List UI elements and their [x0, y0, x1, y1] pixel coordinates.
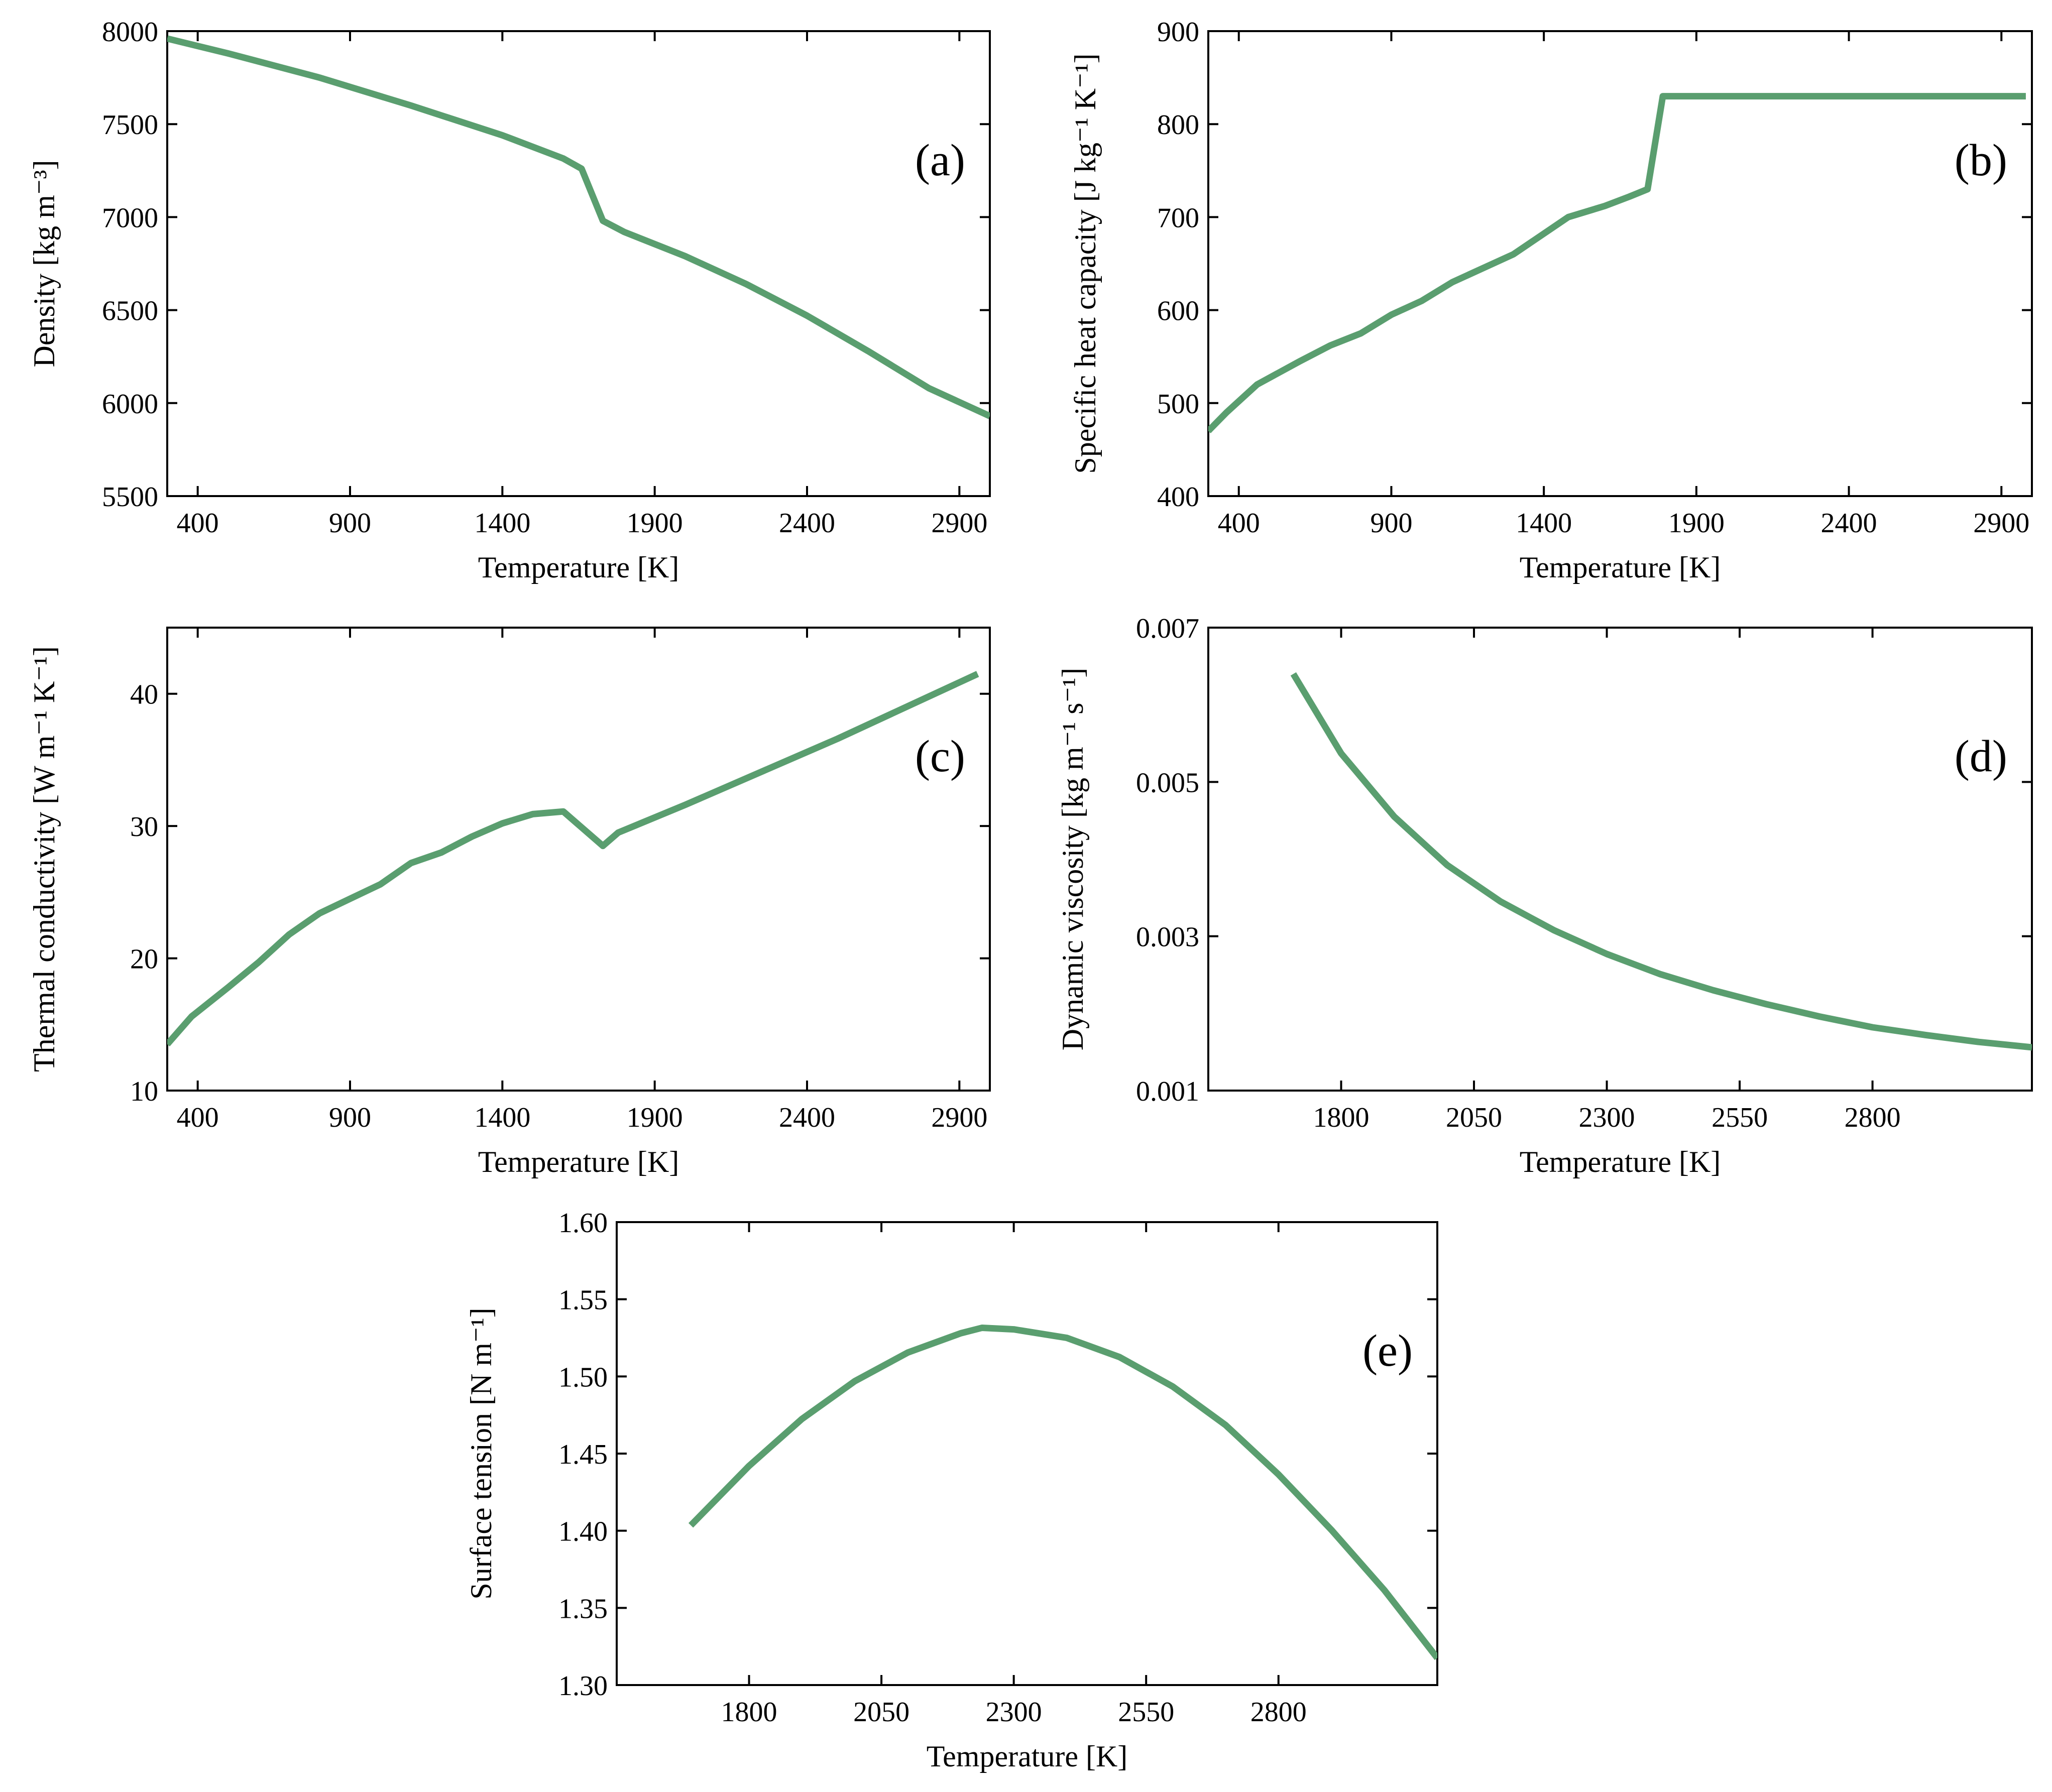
- x-tick-label: 1400: [1516, 508, 1572, 539]
- y-tick-label: 1.30: [558, 1670, 608, 1702]
- x-tick-label: 2900: [931, 508, 987, 539]
- y-tick-label: 0.001: [1136, 1076, 1199, 1107]
- panel-label: (b): [1955, 136, 2007, 185]
- y-tick-label: 7500: [102, 109, 158, 141]
- y-tick-label: 10: [130, 1076, 158, 1107]
- x-tick-label: 2400: [779, 1102, 835, 1133]
- panel-e: 1800 2050 2300 2550 2800 1.30 1.35 1.40 1.45 1.50…: [465, 1208, 1438, 1773]
- x-tick-label: 2900: [931, 1102, 987, 1133]
- series-line-a: [167, 35, 990, 419]
- panel-b: 400 900 1400 1900 2400 2900 400 500 600 700 800 900…: [1069, 17, 2033, 584]
- y-tick-label: 700: [1157, 202, 1199, 233]
- x-tick-label: 400: [177, 1102, 219, 1133]
- x-tick-label: 1400: [474, 508, 530, 539]
- panel-label: (a): [915, 136, 965, 185]
- x-tick-label: 2050: [1446, 1102, 1502, 1133]
- y-tick-label: 6500: [102, 296, 158, 327]
- x-tick-label: 2900: [1973, 508, 2029, 539]
- series-line-e: [688, 1325, 1437, 1660]
- panel-label: (d): [1955, 732, 2007, 781]
- y-tick-label: 40: [130, 679, 158, 710]
- x-tick-label: 2050: [853, 1697, 909, 1728]
- x-tick-label: 2300: [986, 1697, 1042, 1728]
- x-tick-label: 900: [329, 1102, 371, 1133]
- series-line-c: [167, 671, 979, 1047]
- x-tick-label: 400: [177, 508, 219, 539]
- x-tick-label: 1400: [474, 1102, 530, 1133]
- x-tick-label: 2800: [1845, 1102, 1901, 1133]
- x-tick-label: 2550: [1712, 1102, 1768, 1133]
- x-tick-label: 2800: [1250, 1697, 1307, 1728]
- plot-frame: [1207, 30, 2033, 497]
- y-tick-label: 1.45: [558, 1439, 608, 1470]
- y-tick-label: 5500: [102, 482, 158, 513]
- x-axis-label: Temperature [K]: [927, 1740, 1128, 1773]
- y-axis-label: Surface tension [N m⁻¹]: [465, 1307, 498, 1599]
- y-tick-label: 6000: [102, 389, 158, 420]
- x-tick-label: 900: [1370, 508, 1412, 539]
- y-tick-label: 900: [1157, 17, 1199, 48]
- series-line-b: [1208, 93, 2026, 433]
- x-tick-label: 1900: [1668, 508, 1725, 539]
- y-tick-label: 1.55: [558, 1285, 608, 1316]
- x-tick-label: 1800: [721, 1697, 777, 1728]
- panel-a: 400 900 1400 1900 2400 2900 5500 6000 6500 7000 75…: [28, 17, 991, 584]
- panel-label: (e): [1362, 1326, 1413, 1376]
- x-tick-label: 2400: [779, 508, 835, 539]
- y-tick-label: 500: [1157, 389, 1199, 420]
- y-axis-label: Specific heat capacity [J kg⁻¹ K⁻¹]: [1069, 53, 1102, 473]
- x-tick-label: 900: [329, 508, 371, 539]
- y-tick-label: 400: [1157, 482, 1199, 513]
- x-tick-label: 1900: [627, 1102, 683, 1133]
- y-tick-label: 20: [130, 944, 158, 975]
- y-tick-label: 1.35: [558, 1593, 608, 1624]
- x-tick-label: 2400: [1821, 508, 1877, 539]
- series-line-d: [1290, 672, 2032, 1051]
- y-tick-label: 8000: [102, 17, 158, 48]
- y-tick-label: 0.003: [1136, 922, 1199, 953]
- x-axis-label: Temperature [K]: [478, 1145, 679, 1178]
- y-axis-label: Thermal conductivity [W m⁻¹ K⁻¹]: [28, 646, 61, 1072]
- x-tick-label: 400: [1218, 508, 1260, 539]
- y-axis-label: Density [kg m⁻³]: [28, 160, 61, 368]
- y-tick-label: 1.40: [558, 1516, 608, 1547]
- x-tick-label: 2550: [1118, 1697, 1174, 1728]
- x-axis-label: Temperature [K]: [1520, 1145, 1721, 1178]
- panel-d: 1800 2050 2300 2550 2800 0.001 0.003 0.005 0.007…: [1056, 613, 2033, 1178]
- x-tick-label: 1900: [627, 508, 683, 539]
- x-axis-label: Temperature [K]: [1520, 551, 1721, 584]
- panel-label: (c): [915, 732, 965, 781]
- plot-frame: [166, 30, 991, 497]
- x-axis-label: Temperature [K]: [478, 551, 679, 584]
- y-tick-label: 0.005: [1136, 767, 1199, 798]
- y-tick-label: 600: [1157, 296, 1199, 327]
- y-axis-label: Dynamic viscosity [kg m⁻¹ s⁻¹]: [1056, 668, 1089, 1051]
- x-tick-label: 2300: [1579, 1102, 1635, 1133]
- y-tick-label: 1.60: [558, 1208, 608, 1239]
- y-tick-label: 0.007: [1136, 613, 1199, 644]
- y-tick-label: 1.50: [558, 1362, 608, 1393]
- plot-frame: [166, 627, 991, 1092]
- x-tick-label: 1800: [1313, 1102, 1370, 1133]
- y-tick-label: 7000: [102, 202, 158, 233]
- plot-frame: [1207, 627, 2033, 1092]
- panel-c: 400 900 1400 1900 2400 2900 10 20 30 40 Temperatur…: [28, 627, 991, 1178]
- y-tick-label: 800: [1157, 109, 1199, 141]
- y-tick-label: 30: [130, 811, 158, 843]
